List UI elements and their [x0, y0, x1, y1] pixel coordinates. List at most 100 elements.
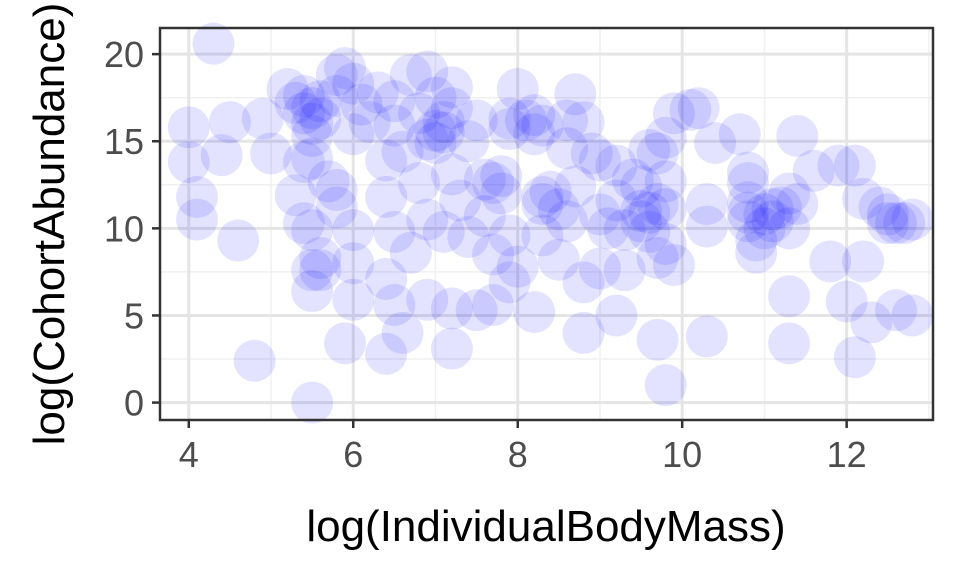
data-point: [644, 188, 687, 231]
data-point: [628, 191, 671, 234]
data-point: [373, 80, 416, 123]
data-point: [365, 175, 408, 218]
data-point: [620, 200, 663, 243]
data-point: [406, 50, 449, 93]
data-point: [192, 22, 235, 65]
data-point: [726, 162, 769, 205]
data-point: [488, 108, 531, 151]
data-point: [430, 327, 473, 370]
data-point: [299, 249, 342, 292]
data-point: [636, 318, 679, 361]
data-point: [726, 191, 769, 234]
data-point: [636, 236, 679, 279]
data-point: [891, 198, 934, 241]
data-point: [636, 132, 679, 175]
data-point: [546, 99, 589, 142]
data-point: [324, 47, 367, 90]
data-point: [463, 195, 506, 238]
x-tick-label: 4: [179, 434, 199, 475]
data-point: [587, 207, 630, 250]
data-point: [735, 231, 778, 274]
data-point: [282, 92, 325, 135]
data-point: [743, 193, 786, 236]
data-point: [562, 261, 605, 304]
y-tick-label: 10: [104, 208, 144, 249]
data-point: [447, 120, 490, 163]
data-point: [282, 141, 325, 184]
data-point: [430, 287, 473, 330]
data-points: [167, 22, 934, 424]
data-point: [332, 242, 375, 285]
data-point: [241, 97, 284, 140]
data-point: [751, 188, 794, 231]
data-point: [365, 332, 408, 375]
data-point: [480, 155, 523, 198]
data-point: [842, 240, 885, 283]
data-point: [685, 205, 728, 248]
data-point: [628, 128, 671, 171]
data-point: [488, 261, 531, 304]
data-point: [373, 284, 416, 327]
data-point: [768, 275, 811, 318]
data-point: [282, 74, 325, 117]
data-point: [430, 153, 473, 196]
y-tick-label: 5: [124, 295, 144, 336]
data-point: [620, 189, 663, 232]
data-point: [291, 102, 334, 145]
x-tick-label: 6: [343, 434, 363, 475]
data-point: [315, 169, 358, 212]
data-point: [521, 182, 564, 225]
data-point: [291, 270, 334, 313]
data-point: [529, 170, 572, 213]
data-point: [291, 381, 334, 424]
data-point: [365, 257, 408, 300]
data-point: [291, 137, 334, 180]
data-point: [167, 141, 210, 184]
data-point: [332, 113, 375, 156]
data-point: [726, 151, 769, 194]
data-point: [644, 364, 687, 407]
data-point: [595, 179, 638, 222]
data-point: [439, 179, 482, 222]
data-point: [685, 315, 728, 358]
panel-border: [158, 26, 935, 422]
data-point: [652, 243, 695, 286]
data-point: [299, 236, 342, 279]
data-point: [373, 104, 416, 147]
data-point: [628, 210, 671, 253]
data-point: [743, 207, 786, 250]
data-point: [562, 311, 605, 354]
data-point: [578, 193, 621, 236]
data-point: [291, 87, 334, 130]
data-point: [406, 278, 449, 321]
data-point: [537, 238, 580, 281]
data-point: [504, 99, 547, 142]
data-point: [866, 202, 909, 245]
data-point: [817, 144, 860, 187]
data-point: [611, 158, 654, 201]
data-point: [274, 81, 317, 124]
data-point: [373, 210, 416, 253]
data-point: [422, 101, 465, 144]
data-point: [472, 233, 515, 276]
data-point: [891, 294, 934, 337]
data-point: [488, 97, 531, 140]
data-point: [324, 322, 367, 365]
data-point: [809, 240, 852, 283]
data-point: [768, 172, 811, 215]
data-point: [866, 193, 909, 236]
data-point: [332, 62, 375, 105]
data-point: [496, 245, 539, 288]
data-point: [776, 182, 819, 225]
data-point: [217, 219, 260, 262]
data-point: [644, 116, 687, 159]
data-point: [414, 76, 457, 119]
data-point: [176, 175, 219, 218]
data-point: [644, 223, 687, 266]
data-point: [578, 247, 621, 290]
data-point: [389, 54, 432, 97]
data-point: [496, 67, 539, 110]
data-point: [430, 87, 473, 130]
data-point: [562, 101, 605, 144]
